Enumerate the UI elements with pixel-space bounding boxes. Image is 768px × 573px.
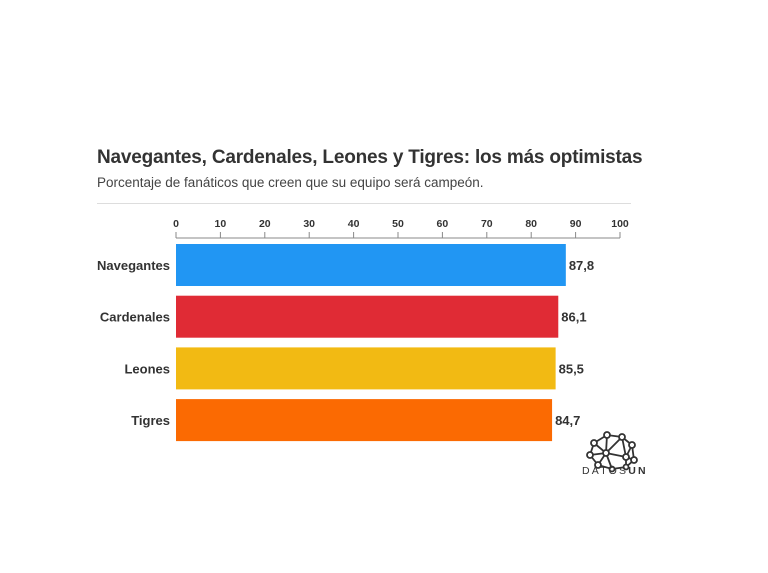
x-tick-label: 10	[215, 218, 227, 230]
x-tick-label: 100	[611, 218, 629, 230]
value-label: 85,5	[559, 361, 584, 376]
value-label: 86,1	[561, 310, 586, 325]
bar-leones	[176, 347, 556, 390]
x-tick-label: 40	[348, 218, 360, 230]
bar-navegantes	[176, 244, 566, 286]
logo-text-bold: UN	[628, 465, 648, 477]
bar-tigres	[176, 399, 553, 442]
x-tick-label: 80	[525, 218, 537, 230]
category-label: Leones	[124, 361, 170, 376]
category-label: Navegantes	[97, 258, 170, 273]
value-label: 87,8	[569, 258, 594, 273]
value-label: 84,7	[555, 413, 580, 428]
x-tick-label: 50	[392, 218, 404, 230]
bar-cardenales	[176, 295, 559, 338]
category-label: Tigres	[131, 413, 170, 428]
chart-title: Navegantes, Cardenales, Leones y Tigres:…	[97, 147, 643, 168]
x-tick-label: 30	[303, 218, 315, 230]
divider	[97, 203, 631, 204]
x-tick-label: 0	[173, 218, 179, 230]
x-tick-label: 70	[481, 218, 493, 230]
x-tick-label: 90	[570, 218, 582, 230]
x-tick-label: 60	[437, 218, 449, 230]
x-tick-label: 20	[259, 218, 271, 230]
chart-subtitle: Porcentaje de fanáticos que creen que su…	[97, 175, 484, 190]
datosun-network-logo-icon	[586, 431, 638, 473]
logo-text: DATOSUN	[582, 465, 648, 477]
logo-text-light: DATOS	[582, 465, 629, 477]
category-label: Cardenales	[100, 310, 170, 325]
